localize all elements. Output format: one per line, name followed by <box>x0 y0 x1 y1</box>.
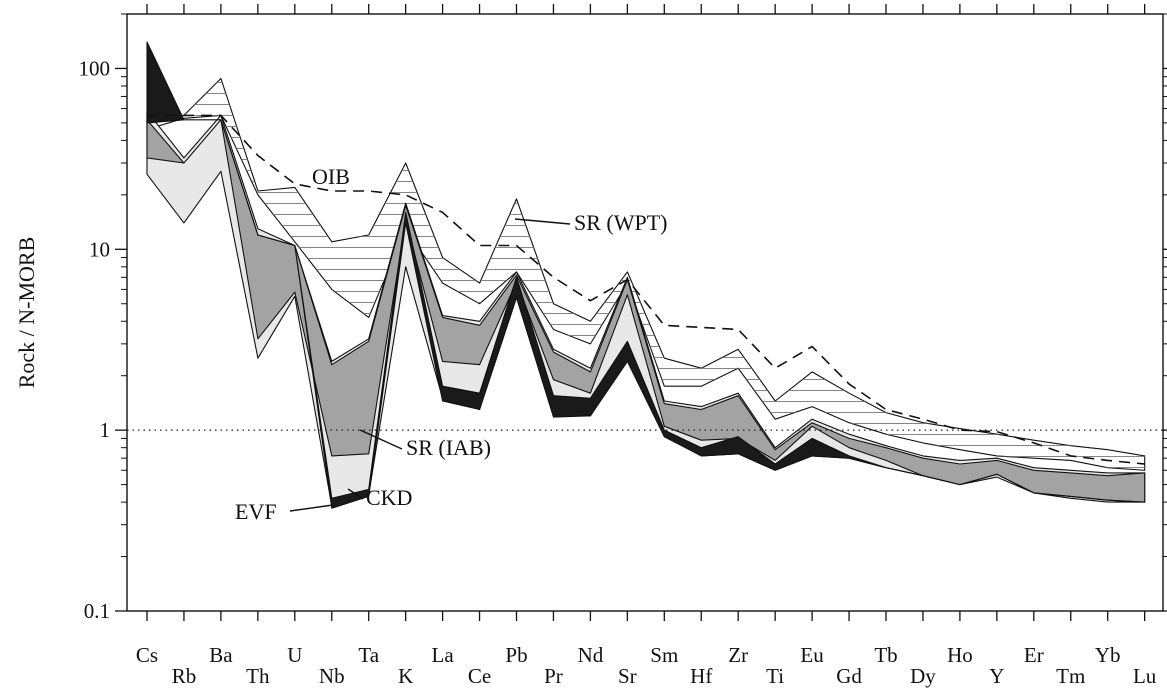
x-tick-label-pb: Pb <box>505 643 527 667</box>
x-tick-label-nd: Nd <box>578 643 604 667</box>
x-tick-label-sm: Sm <box>650 643 678 667</box>
x-tick-label-ta: Ta <box>358 643 379 667</box>
y-tick-label: 1 <box>100 418 111 442</box>
leader-evf <box>289 504 334 512</box>
series-layer <box>147 114 1145 465</box>
x-tick-label-ti: Ti <box>766 664 784 688</box>
label-sr-wpt: SR (WPT) <box>574 210 668 235</box>
series-oib-line <box>147 114 1145 465</box>
y-axis-title: Rock / N-MORB <box>14 237 39 389</box>
label-oib: OIB <box>312 164 350 189</box>
x-tick-label-yb: Yb <box>1095 643 1121 667</box>
field-sr-wpt-hatch <box>147 78 1145 471</box>
x-tick-label-tm: Tm <box>1056 664 1085 688</box>
x-tick-label-rb: Rb <box>172 664 197 688</box>
axes-layer: 0.1 1 10 100 Cs Rb Ba Th U Nb Ta K La Ce Pb Pr Nd Sr Sm Hf Z… <box>79 4 1167 688</box>
x-tick-label-zr: Zr <box>728 643 748 667</box>
x-tick-label-cs: Cs <box>136 643 158 667</box>
fields-layer <box>146 41 1146 509</box>
x-tick-label-u: U <box>287 643 302 667</box>
x-tick-label-pr: Pr <box>544 664 563 688</box>
x-tick-label-sr: Sr <box>618 664 637 688</box>
x-tick-label-gd: Gd <box>836 664 862 688</box>
leader-sr-wpt <box>514 218 571 225</box>
x-tick-label-er: Er <box>1024 643 1044 667</box>
y-tick-label: 0.1 <box>84 599 110 623</box>
x-tick-label-ho: Ho <box>947 643 973 667</box>
field-evf <box>146 41 1146 509</box>
x-tick-label-th: Th <box>246 664 270 688</box>
annotation-layer: OIB SR (WPT) SR (IAB) CKD EVF <box>235 164 668 524</box>
x-tick-label-tb: Tb <box>874 643 897 667</box>
y-tick-label: 100 <box>79 56 111 80</box>
x-tick-label-la: La <box>432 643 455 667</box>
x-tick-label-k: K <box>398 664 413 688</box>
x-tick-label-hf: Hf <box>690 664 712 688</box>
x-tick-label-eu: Eu <box>800 643 824 667</box>
plot-frame <box>126 13 1164 612</box>
leader-sr-iab <box>359 429 403 450</box>
label-ckd: CKD <box>366 485 412 510</box>
x-tick-label-ba: Ba <box>209 643 233 667</box>
label-sr-iab: SR (IAB) <box>406 435 491 460</box>
label-evf: EVF <box>235 499 277 524</box>
x-tick-label-ce: Ce <box>468 664 491 688</box>
leader-ckd <box>347 488 364 500</box>
x-tick-label-dy: Dy <box>910 664 936 688</box>
x-tick-label-y: Y <box>989 664 1004 688</box>
x-tick-label-lu: Lu <box>1133 664 1157 688</box>
x-tick-label-nb: Nb <box>319 664 345 688</box>
y-tick-label: 10 <box>89 237 110 261</box>
